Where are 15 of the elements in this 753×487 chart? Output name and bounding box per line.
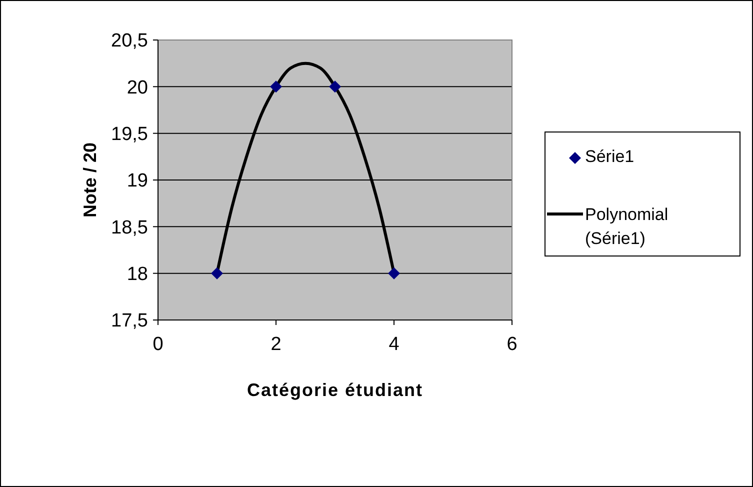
y-tick-label: 20,5 [111, 30, 148, 52]
y-axis-title: Note / 20 [80, 142, 100, 218]
legend-label: Polynomial (Série1) [585, 205, 668, 248]
y-tick-label: 17,5 [111, 310, 148, 332]
y-tick-label: 19,5 [111, 124, 148, 145]
y-tick-label: 20 [126, 77, 148, 98]
x-tick-label: 2 [270, 334, 282, 355]
x-tick-label: 6 [506, 334, 518, 355]
y-tick-label: 18,5 [111, 217, 148, 238]
x-axis-title: Catégorie étudiant [246, 380, 424, 400]
legend-label: Série1 [585, 147, 634, 166]
x-tick-label: 0 [152, 334, 164, 355]
y-tick-label: 19 [126, 170, 148, 192]
x-tick-label: 4 [388, 334, 400, 355]
y-tick-label: 18 [126, 264, 148, 285]
